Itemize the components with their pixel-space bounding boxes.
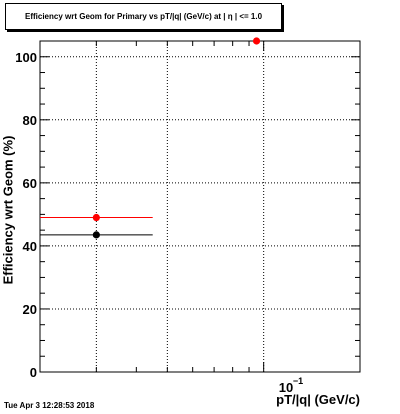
x-tick-label-exponent: −1 [293, 376, 303, 386]
x-tick-labels: 10 −1 [279, 376, 303, 395]
y-axis-label: Efficiency wrt Geom (%) [0, 135, 16, 285]
timestamp: Tue Apr 3 12:28:53 2018 [4, 401, 95, 410]
axis-ticks [39, 40, 361, 373]
y-tick-label: 100 [15, 50, 37, 65]
title-box: Efficiency wrt Geom for Primary vs pT/|q… [5, 3, 282, 30]
data-point [92, 213, 100, 222]
grid [40, 41, 360, 372]
data-point [92, 231, 100, 239]
y-tick-label: 40 [23, 239, 37, 254]
y-tick-label: 60 [23, 176, 37, 191]
chart-title: Efficiency wrt Geom for Primary vs pT/|q… [24, 12, 263, 21]
y-tick-label: 80 [23, 113, 37, 128]
x-tick-label-base: 10 [279, 380, 293, 395]
y-tick-labels: 0 20 40 60 80 100 [15, 50, 37, 380]
x-axis-label: pT/|q| (GeV/c) [276, 392, 360, 407]
y-tick-label: 20 [23, 302, 37, 317]
data-point [252, 37, 261, 45]
data-series [40, 37, 261, 239]
plot-frame [39, 40, 361, 373]
y-tick-label: 0 [30, 365, 37, 380]
